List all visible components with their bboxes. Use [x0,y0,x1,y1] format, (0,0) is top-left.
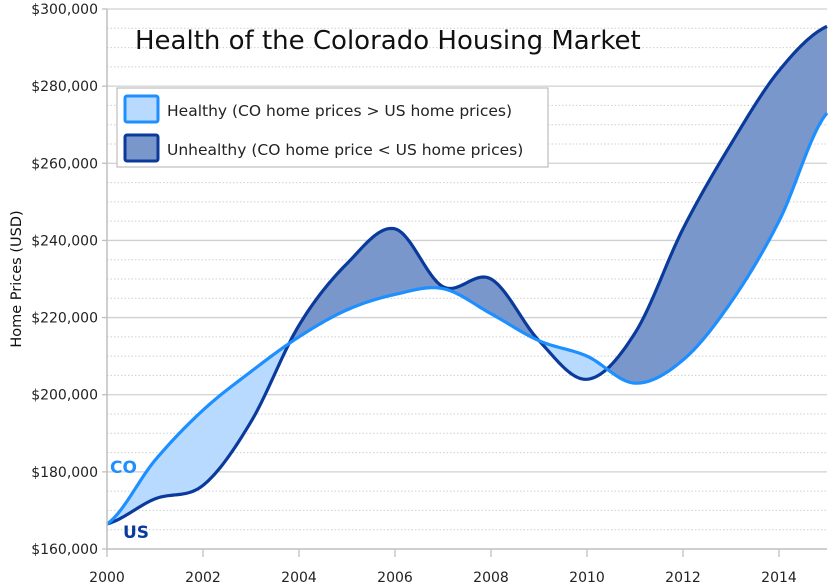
legend-entry-healthy: Healthy (CO home prices > US home prices… [123,94,512,124]
legend-swatch-healthy [123,94,160,124]
y-tick-label: $260,000 [31,156,98,172]
chart-title: Health of the Colorado Housing Market [135,26,641,56]
x-tick-label: 2014 [761,570,797,586]
series-line-co [106,112,829,526]
legend-box [116,87,549,168]
legend-swatch-unhealthy [123,133,160,163]
x-tick-label: 2004 [281,570,317,586]
series-lines [106,24,829,526]
x-tick-label: 2000 [89,570,125,586]
legend-label-unhealthy: Unhealthy (CO home price < US home price… [167,141,523,159]
x-tick-label: 2008 [473,570,509,586]
x-tick-label: 2006 [377,570,413,586]
y-tick-label: $180,000 [31,465,98,481]
x-tick-label: 2010 [569,570,605,586]
healthy-area [107,343,290,524]
series-line-us [106,24,828,526]
y-tick-label: $160,000 [31,542,98,558]
healthy-area [539,340,607,380]
y-tick-label: $240,000 [31,233,98,249]
y-tick-label: $300,000 [31,2,98,18]
unhealthy-area [606,26,827,384]
y-tick-label: $280,000 [31,79,98,95]
y-axis-ticks: $160,000 $180,000 $200,000 $220,000 $240,000… [31,2,107,558]
series-label-co: CO [110,458,137,478]
legend-label-healthy: Healthy (CO home prices > US home prices… [167,102,512,120]
x-tick-label: 2002 [185,570,221,586]
y-tick-label: $220,000 [31,311,98,327]
y-axis-title: Home Prices (USD) [9,210,25,347]
area-fills [107,26,827,524]
x-axis-ticks: 2000 2002 2004 2006 2008 2010 2012 2014 [89,549,797,586]
legend-entry-unhealthy: Unhealthy (CO home price < US home price… [123,133,523,163]
series-label-us: US [123,523,149,543]
unhealthy-area [289,228,539,344]
x-tick-label: 2012 [665,570,701,586]
legend: Healthy (CO home prices > US home prices… [116,87,549,168]
y-tick-label: $200,000 [31,388,98,404]
axes [106,9,827,550]
